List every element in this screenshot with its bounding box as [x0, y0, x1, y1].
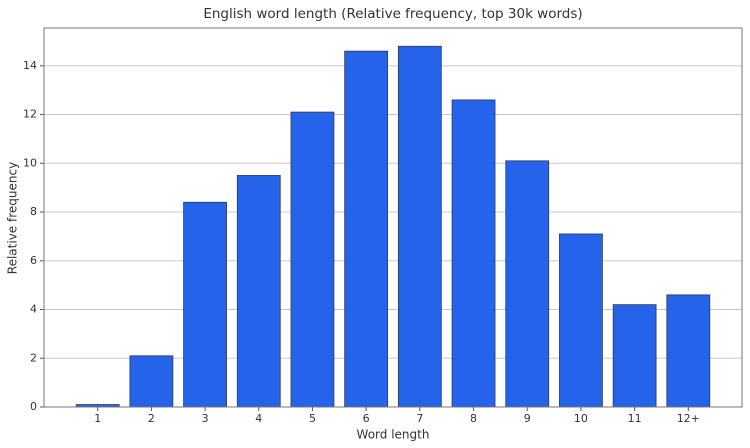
bar [344, 50, 389, 408]
x-tick-label: 9 [524, 412, 531, 425]
y-tick-label: 0 [30, 400, 37, 413]
x-tick-label: 12+ [677, 412, 700, 425]
x-axis-label: Word length [357, 428, 430, 442]
y-tick-label: 4 [30, 303, 37, 316]
y-tick-label: 8 [30, 205, 37, 218]
x-tick-label: 4 [255, 412, 262, 425]
x-tick-label: 6 [363, 412, 370, 425]
x-tick-label: 3 [202, 412, 209, 425]
plot-frame [43, 27, 743, 408]
x-tick-label: 7 [416, 412, 423, 425]
x-tick-label: 2 [148, 412, 155, 425]
bar [397, 45, 442, 408]
y-axis-label: Relative frequency [6, 162, 20, 274]
x-tick-label: 10 [574, 412, 588, 425]
bar [559, 233, 603, 408]
x-tick-label: 8 [470, 412, 477, 425]
bar [183, 201, 227, 408]
bar [236, 175, 281, 408]
x-tick-label: 5 [309, 412, 316, 425]
bar [451, 99, 496, 408]
y-tick-label: 6 [30, 254, 37, 267]
bar [129, 355, 174, 408]
bar [290, 111, 335, 408]
x-tick-label: 1 [94, 412, 101, 425]
chart-title: English word length (Relative frequency,… [203, 6, 582, 22]
y-tick-label: 2 [30, 351, 37, 364]
y-tick-label: 14 [23, 59, 37, 72]
y-tick-label: 12 [23, 108, 37, 121]
bar [505, 160, 550, 408]
y-tick-label: 10 [23, 156, 37, 169]
bar [666, 294, 711, 408]
x-tick-label: 11 [628, 412, 642, 425]
bar [612, 304, 657, 408]
